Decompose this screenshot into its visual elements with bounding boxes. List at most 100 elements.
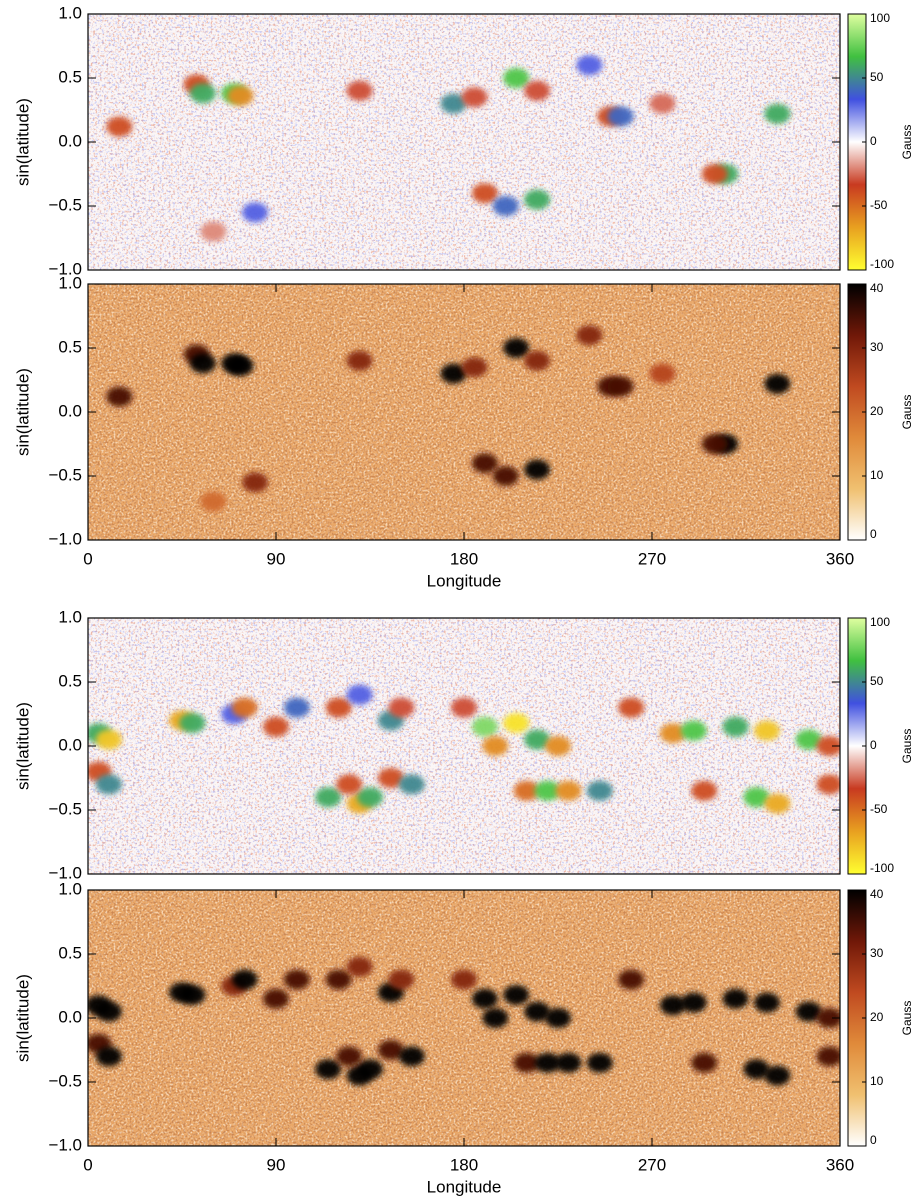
field-spot bbox=[440, 363, 467, 384]
colorbar-tick-label: 0 bbox=[870, 1133, 877, 1147]
plot-area bbox=[88, 618, 840, 874]
field-spot bbox=[524, 189, 551, 210]
field-spot bbox=[377, 1040, 404, 1060]
field-spot bbox=[524, 350, 551, 371]
field-spot bbox=[816, 1008, 840, 1028]
x-tick-label: 360 bbox=[826, 1155, 854, 1174]
field-spot bbox=[524, 729, 551, 750]
y-tick-label: −1.0 bbox=[48, 863, 82, 882]
field-spot bbox=[388, 697, 415, 718]
field-spot bbox=[440, 93, 467, 114]
field-spot bbox=[680, 720, 707, 741]
field-spot bbox=[492, 466, 519, 486]
y-tick-label: −0.5 bbox=[48, 195, 82, 214]
y-tick-label: 1.0 bbox=[58, 879, 82, 898]
x-tick-label: 360 bbox=[826, 549, 854, 568]
field-spot bbox=[503, 338, 530, 358]
x-tick-label: 90 bbox=[267, 549, 286, 568]
field-spot bbox=[743, 1059, 770, 1080]
colorbar-tick-label: 20 bbox=[870, 404, 884, 418]
field-spot bbox=[764, 1065, 791, 1086]
y-tick-label: 0.5 bbox=[58, 671, 82, 690]
field-spot bbox=[659, 995, 686, 1016]
field-spot bbox=[764, 373, 791, 394]
field-spot bbox=[377, 768, 404, 788]
colorbar-label: Gauss bbox=[900, 729, 914, 764]
field-spot bbox=[451, 969, 477, 990]
field-spot bbox=[179, 984, 206, 1005]
field-spot bbox=[398, 1046, 425, 1067]
colorbar-tick-label: 100 bbox=[870, 615, 890, 629]
field-spot bbox=[200, 491, 227, 512]
field-spot bbox=[471, 183, 498, 204]
y-tick-label: −1.0 bbox=[48, 1135, 82, 1154]
x-tick-label: 180 bbox=[450, 549, 478, 568]
field-spot bbox=[691, 780, 718, 801]
field-spot bbox=[753, 720, 780, 741]
field-spot bbox=[346, 684, 373, 705]
field-spot bbox=[283, 697, 310, 718]
y-axis-label: sin(latitude) bbox=[13, 98, 32, 186]
y-tick-label: 0.5 bbox=[58, 67, 82, 86]
y-tick-label: 0.0 bbox=[58, 735, 82, 754]
field-spot bbox=[482, 1008, 509, 1028]
y-axis-label: sin(latitude) bbox=[13, 974, 32, 1062]
field-spot bbox=[357, 1059, 383, 1080]
colorbar-tick-label: -100 bbox=[870, 257, 894, 271]
field-spot bbox=[398, 774, 425, 795]
field-spot bbox=[189, 83, 216, 104]
field-spot bbox=[513, 780, 540, 801]
colorbar-tick-label: 50 bbox=[870, 70, 884, 84]
field-spot bbox=[346, 80, 373, 101]
field-spot bbox=[586, 780, 613, 801]
field-spot bbox=[576, 55, 603, 76]
field-spot bbox=[106, 386, 133, 407]
field-spot bbox=[336, 1046, 363, 1067]
y-tick-label: 0.0 bbox=[58, 401, 82, 420]
field-spot bbox=[461, 87, 488, 108]
field-spot bbox=[346, 350, 373, 371]
field-spot bbox=[576, 325, 603, 346]
field-spot bbox=[357, 787, 383, 808]
colorbar-label: Gauss bbox=[900, 125, 914, 160]
field-spot bbox=[503, 984, 530, 1005]
colorbar-tick-label: 10 bbox=[870, 1074, 884, 1088]
y-axis-label: sin(latitude) bbox=[13, 368, 32, 456]
field-spot bbox=[242, 472, 269, 493]
y-tick-label: 0.0 bbox=[58, 1007, 82, 1026]
field-spot bbox=[795, 729, 822, 750]
field-spot bbox=[545, 1008, 571, 1028]
colorbar-tick-label: 100 bbox=[870, 11, 890, 25]
colorbar-tick-label: 50 bbox=[870, 674, 884, 688]
colorbar-tick-label: -50 bbox=[870, 198, 888, 212]
field-spot bbox=[492, 196, 519, 216]
x-tick-label: 0 bbox=[83, 1155, 92, 1174]
field-spot bbox=[179, 712, 206, 733]
field-spot bbox=[471, 988, 498, 1009]
y-tick-label: −1.0 bbox=[48, 259, 82, 278]
field-spot bbox=[482, 736, 509, 756]
y-tick-label: 1.0 bbox=[58, 273, 82, 292]
field-spot bbox=[200, 221, 227, 242]
field-spot bbox=[816, 736, 840, 756]
field-spot bbox=[764, 103, 791, 124]
x-tick-label: 90 bbox=[267, 1155, 286, 1174]
x-axis-label: Longitude bbox=[427, 1177, 502, 1196]
y-tick-label: 0.0 bbox=[58, 131, 82, 150]
panel: −1.0 −0.5 0.0 0.5 1.0 0 90 180 270 360 Longitude si… bbox=[13, 273, 914, 590]
y-tick-label: 1.0 bbox=[58, 3, 82, 22]
field-spot bbox=[743, 787, 770, 808]
y-tick-label: 0.5 bbox=[58, 337, 82, 356]
field-spot bbox=[795, 1001, 822, 1022]
field-spot bbox=[607, 106, 634, 127]
field-spot bbox=[231, 969, 258, 990]
colorbar-tick-label: 30 bbox=[870, 946, 884, 960]
y-tick-label: 0.5 bbox=[58, 943, 82, 962]
field-spot bbox=[346, 956, 373, 977]
plot-area bbox=[88, 284, 840, 540]
field-spot bbox=[722, 716, 749, 737]
y-axis-label: sin(latitude) bbox=[13, 702, 32, 790]
field-spot bbox=[315, 1059, 342, 1080]
x-tick-label: 270 bbox=[638, 1155, 666, 1174]
